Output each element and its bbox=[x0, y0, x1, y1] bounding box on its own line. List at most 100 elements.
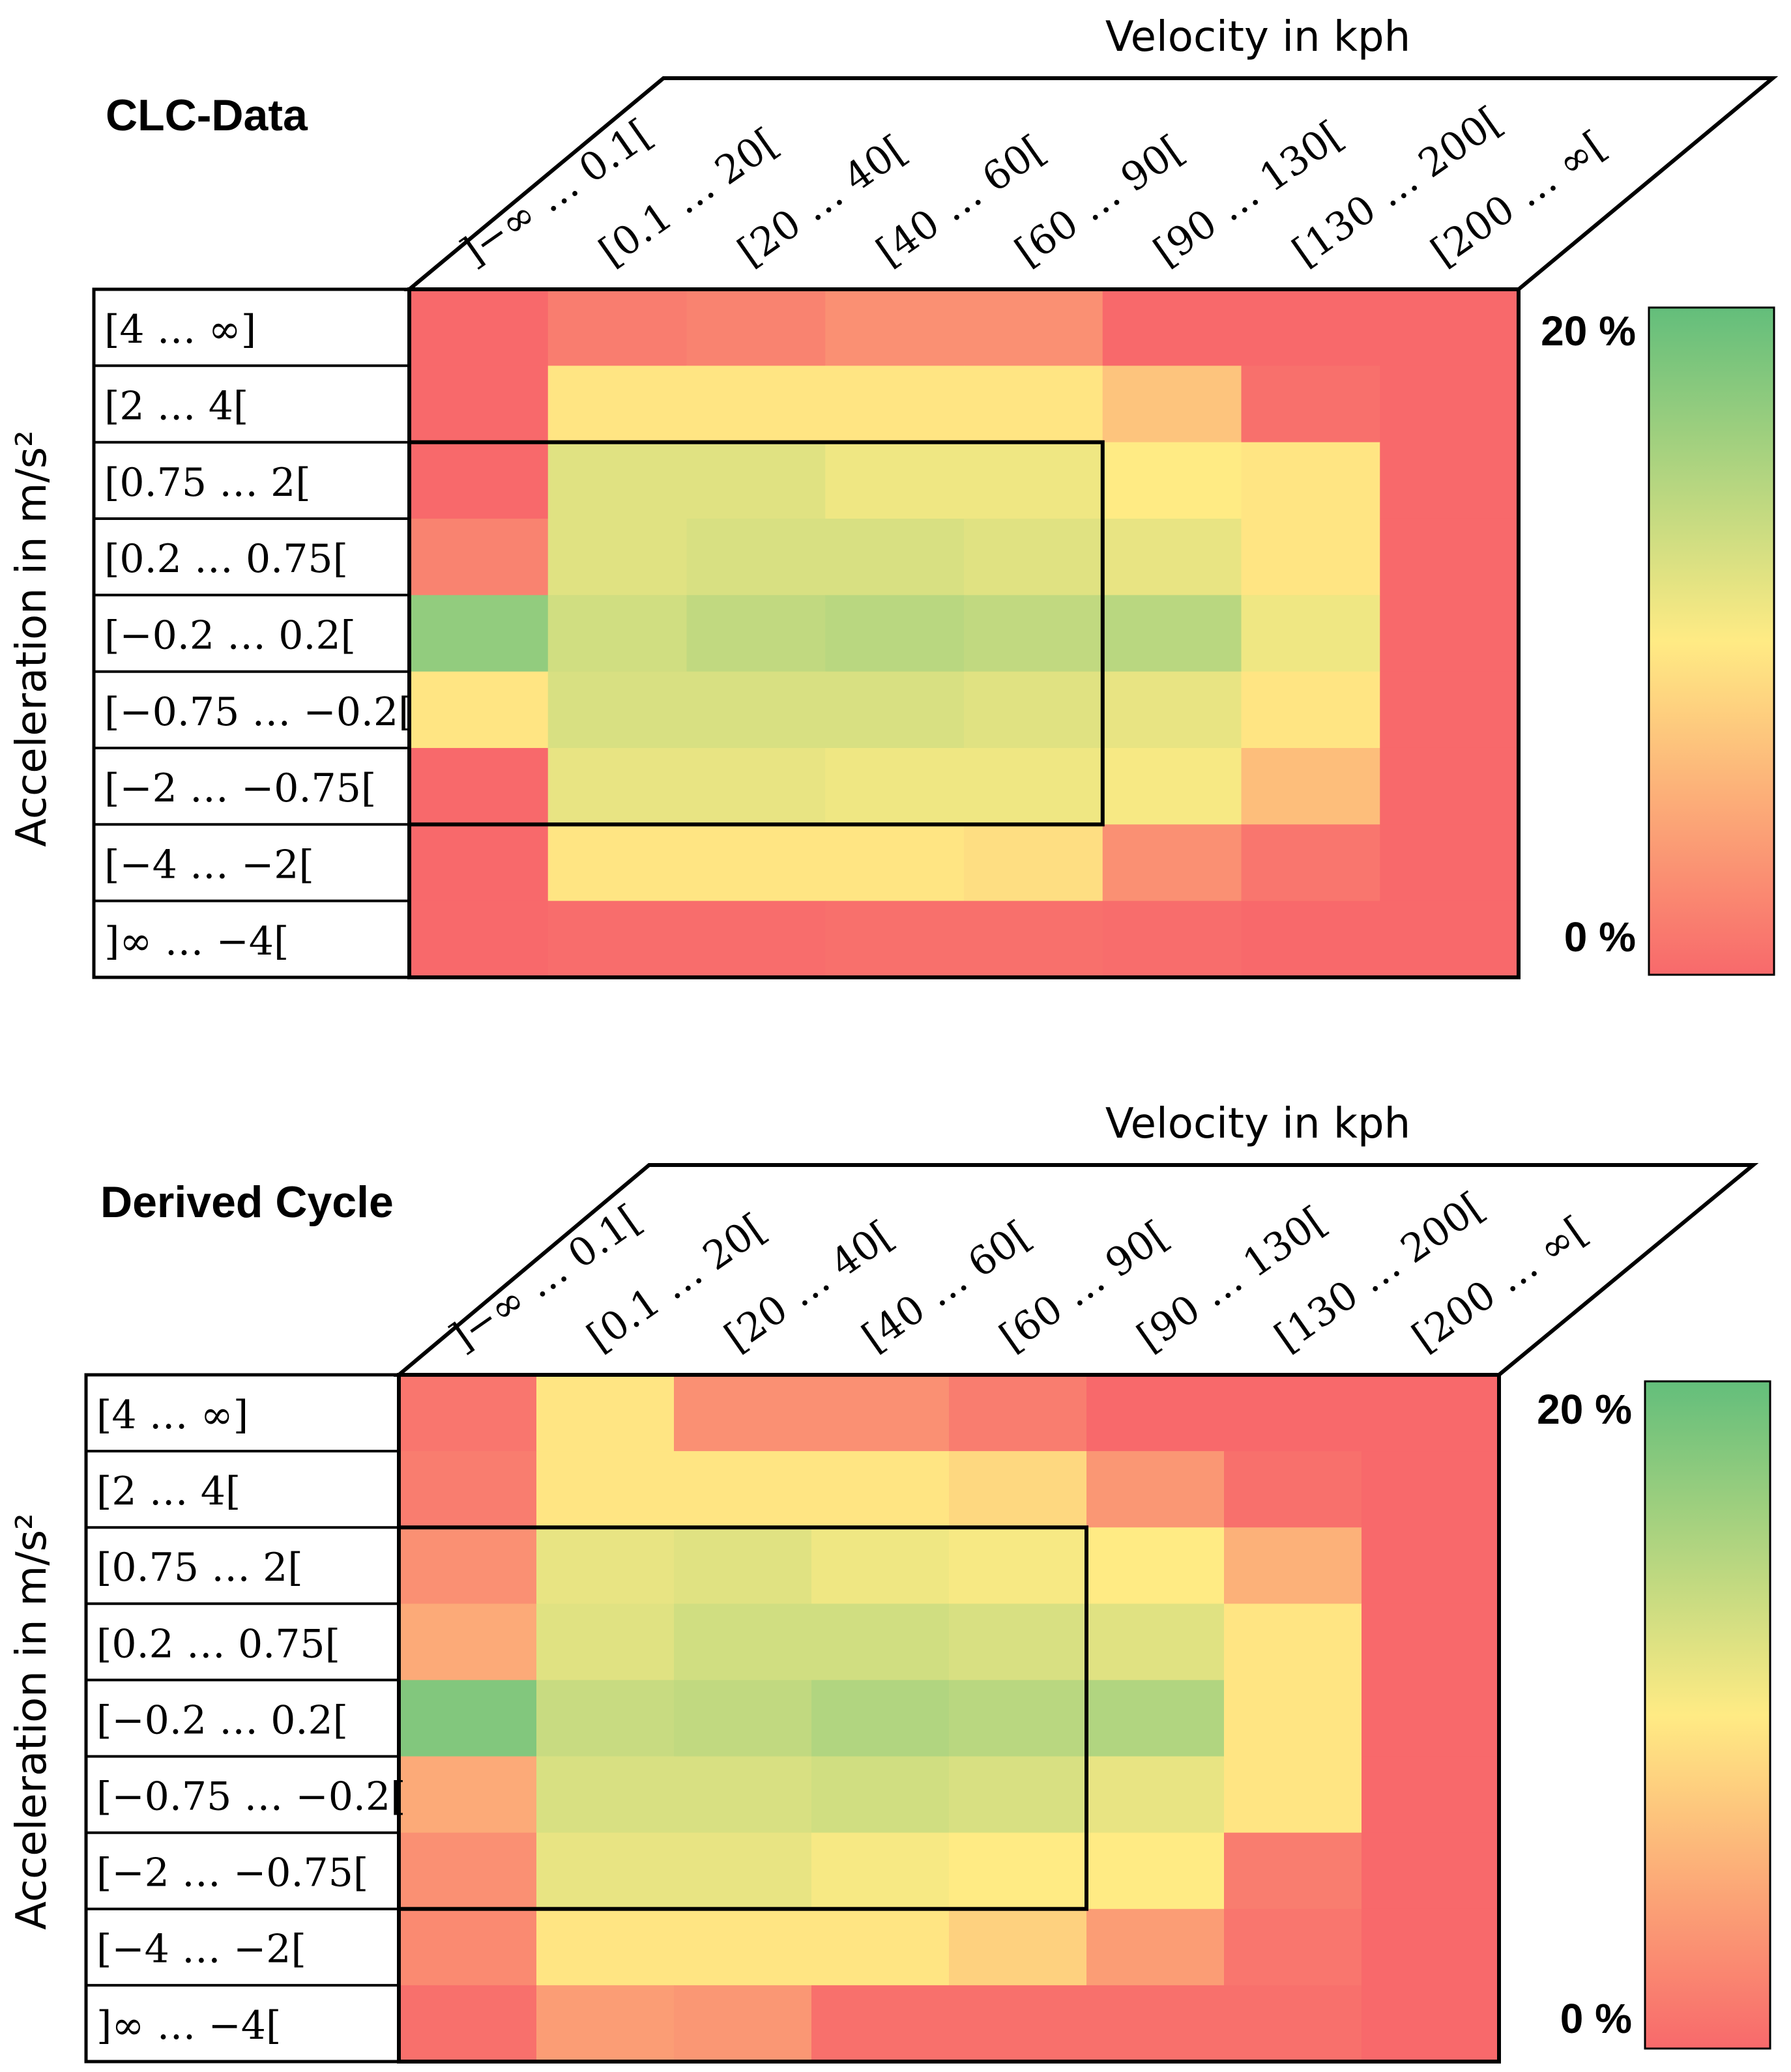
heatmap-cell bbox=[949, 1604, 1087, 1681]
heatmap-cell bbox=[1361, 1832, 1500, 1910]
row-label: [2 … 4[ bbox=[96, 1469, 240, 1514]
heatmap-cell bbox=[1102, 518, 1242, 596]
heatmap-cell bbox=[1224, 1604, 1362, 1681]
heatmap-cell bbox=[674, 1756, 812, 1834]
heatmap-cell bbox=[1380, 900, 1519, 978]
heatmap-cell bbox=[949, 1832, 1087, 1910]
heatmap-cell bbox=[1380, 824, 1519, 902]
colorbar-max-label: 20 % bbox=[1541, 308, 1636, 354]
heatmap-cell bbox=[547, 442, 688, 519]
heatmap-cell bbox=[674, 1680, 812, 1757]
heatmap-cell bbox=[399, 1908, 537, 1986]
heatmap-cell bbox=[811, 1527, 950, 1604]
heatmap-cell bbox=[1241, 442, 1380, 519]
heatmap-panel-clc-data: CLC-Data Velocity in kph Acceleration in… bbox=[8, 13, 1779, 979]
heatmap-cell bbox=[1086, 1908, 1225, 1986]
heatmap-cell bbox=[1224, 1375, 1362, 1452]
heatmap-cell bbox=[949, 1527, 1087, 1604]
heatmap-cell bbox=[1086, 1375, 1225, 1452]
heatmap-cell bbox=[1380, 289, 1519, 366]
row-label: [0.75 … 2[ bbox=[96, 1545, 303, 1590]
heatmap-panel-derived-cycle: Derived Cycle Velocity in kph Accelerati… bbox=[8, 1100, 1771, 2064]
heatmap-cell bbox=[409, 518, 549, 596]
heatmap-cell bbox=[1102, 747, 1242, 825]
heatmap-cell bbox=[399, 1680, 537, 1757]
y-axis-label: Acceleration in m/s² bbox=[8, 430, 56, 847]
heatmap-cell bbox=[1102, 824, 1242, 902]
heatmap-cell bbox=[686, 442, 826, 519]
heatmap-cell bbox=[1241, 518, 1380, 596]
heatmap-cell bbox=[1224, 1985, 1362, 2062]
panel-title: Derived Cycle bbox=[100, 1177, 394, 1227]
heatmap-cell bbox=[536, 1680, 675, 1757]
heatmap-cell bbox=[1224, 1908, 1362, 1986]
row-label: [0.2 … 0.75[ bbox=[96, 1621, 340, 1667]
heatmap-cell bbox=[811, 1832, 950, 1910]
heatmap-cell bbox=[399, 1375, 537, 1452]
heatmap-cell bbox=[1224, 1680, 1362, 1757]
row-label: [−0.75 … −0.2[ bbox=[96, 1774, 406, 1820]
heatmap-cell bbox=[1102, 442, 1242, 519]
heatmap-cell bbox=[547, 824, 688, 902]
row-label: [−2 … −0.75[ bbox=[104, 766, 376, 811]
heatmap-cell bbox=[1102, 671, 1242, 749]
heatmap-cell bbox=[964, 747, 1103, 825]
heatmap-cell bbox=[1380, 366, 1519, 443]
heatmap-cell bbox=[1224, 1451, 1362, 1528]
heatmap-cell bbox=[964, 824, 1103, 902]
heatmap-cell bbox=[1380, 747, 1519, 825]
heatmap-cell bbox=[547, 366, 688, 443]
heatmap-cell bbox=[1241, 366, 1380, 443]
heatmap-cell bbox=[1224, 1756, 1362, 1834]
colorbar-max-label: 20 % bbox=[1537, 1386, 1632, 1433]
heatmap-cell bbox=[1224, 1832, 1362, 1910]
x-axis-label: Velocity in kph bbox=[1105, 1100, 1410, 1148]
heatmap-cell bbox=[409, 824, 549, 902]
row-label: [4 … ∞] bbox=[104, 307, 256, 353]
heatmap-cell bbox=[536, 1604, 675, 1681]
heatmap-cell bbox=[1086, 1451, 1225, 1528]
heatmap-cell bbox=[1086, 1985, 1225, 2062]
column-labels: ]−∞ … 0.1[[0.1 … 20[[20 … 40[[40 … 60[[6… bbox=[452, 98, 1614, 275]
heatmap-cell bbox=[1086, 1756, 1225, 1834]
heatmap-cell bbox=[949, 1375, 1087, 1452]
colorbar-min-label: 0 % bbox=[1560, 1995, 1632, 2042]
heatmap-cell bbox=[964, 595, 1103, 672]
heatmap-cell bbox=[825, 900, 965, 978]
heatmap-cell bbox=[825, 289, 965, 366]
heatmap-cell bbox=[1241, 595, 1380, 672]
heatmap-cell bbox=[1361, 1680, 1500, 1757]
heatmap-cell bbox=[409, 289, 549, 366]
heatmap-cell bbox=[949, 1908, 1087, 1986]
heatmap-cell bbox=[1102, 595, 1242, 672]
heatmap-cell bbox=[686, 671, 826, 749]
heatmap-cell bbox=[949, 1680, 1087, 1757]
heatmap-cell bbox=[399, 1832, 537, 1910]
heatmap-cell bbox=[825, 595, 965, 672]
heatmap-cell bbox=[399, 1604, 537, 1681]
heatmap-cell bbox=[811, 1985, 950, 2062]
heatmap-cell bbox=[399, 1756, 537, 1834]
row-label: [0.2 … 0.75[ bbox=[104, 536, 348, 582]
heatmap-cell bbox=[547, 900, 688, 978]
heatmap-cell bbox=[686, 900, 826, 978]
heatmap-cell bbox=[686, 747, 826, 825]
heatmap-cell bbox=[949, 1451, 1087, 1528]
heatmap-cell bbox=[1361, 1375, 1500, 1452]
heatmap-cell bbox=[399, 1527, 537, 1604]
heatmap-cell bbox=[949, 1985, 1087, 2062]
heatmap-cell bbox=[547, 289, 688, 366]
heatmap-cell bbox=[811, 1680, 950, 1757]
heatmap-cell bbox=[536, 1451, 675, 1528]
heatmap-cell bbox=[536, 1527, 675, 1604]
highlight-box bbox=[407, 440, 1105, 827]
row-labels: [4 … ∞] [2 … 4[[0.75 … 2[[0.2 … 0.75[[−0.… bbox=[94, 307, 414, 964]
heatmap-cell bbox=[674, 1985, 812, 2062]
heatmap-cell bbox=[1224, 1527, 1362, 1604]
heatmap-cell bbox=[674, 1375, 812, 1452]
heatmap-cell bbox=[409, 442, 549, 519]
heatmap-cell bbox=[811, 1604, 950, 1681]
heatmap-cell bbox=[1241, 900, 1380, 978]
heatmap-cell bbox=[536, 1756, 675, 1834]
row-label: [2 … 4[ bbox=[104, 384, 248, 429]
